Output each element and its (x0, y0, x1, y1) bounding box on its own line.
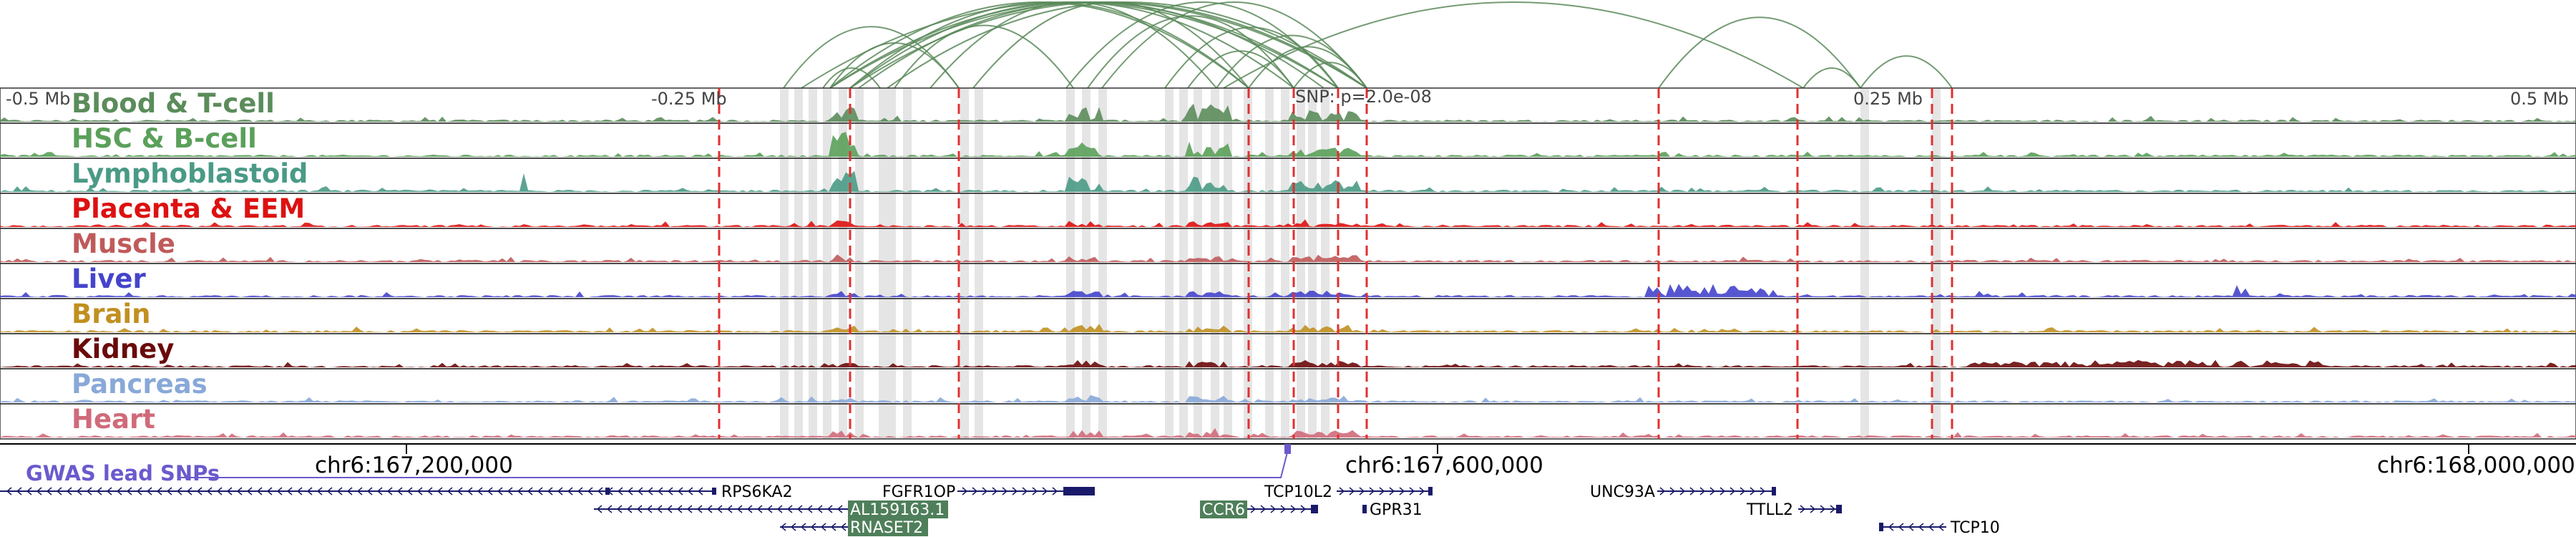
gene-label-al159163: AL159163.1 (850, 501, 945, 519)
snp-pvalue-label: SNP: p=2.0e-08 (1295, 87, 1432, 107)
signal-6 (0, 324, 2576, 332)
track-label: Heart (72, 404, 155, 435)
coord-left: chr6:167,200,000 (315, 453, 513, 478)
track-labels: Blood & T-cell HSC & B-cell Lymphoblastoid… (72, 88, 308, 435)
signal-4 (0, 254, 2576, 262)
interaction-arc (1293, 62, 1367, 89)
track-label: Placenta & EEM (72, 193, 305, 224)
track-frame (0, 403, 2576, 440)
gene-rps6ka2[interactable]: RPS6KA2 (0, 483, 793, 501)
track-label: Lymphoblastoid (72, 158, 308, 189)
track-label: Liver (72, 263, 146, 294)
gwas-snp-marker[interactable] (1284, 444, 1291, 454)
interaction-arc (972, 1, 1249, 89)
scale-bar: -0.5 Mb -0.25 Mb SNP: p=2.0e-08 0.25 Mb … (6, 87, 2569, 109)
interaction-arc (930, 1, 1217, 89)
track-label: Brain (72, 299, 150, 329)
gene-label-rps6ka2: RPS6KA2 (721, 483, 793, 501)
gwas-track: GWAS lead SNPs (26, 444, 1291, 485)
track-frames (0, 87, 2576, 440)
track-label: Blood & T-cell (72, 88, 275, 119)
track-label: Muscle (72, 228, 175, 259)
interaction-arcs (783, 1, 1953, 89)
gene-label-tcp10l2: TCP10L2 (1264, 483, 1332, 501)
scale-minus-quarter: -0.25 Mb (651, 89, 727, 109)
gene-fgfr1op[interactable]: FGFR1OP (882, 483, 1095, 501)
track-label: HSC & B-cell (72, 123, 257, 154)
scale-plus-half: 0.5 Mb (2510, 89, 2569, 109)
interaction-arc (894, 24, 1074, 89)
gwas-label: GWAS lead SNPs (26, 461, 220, 485)
snp-highlight-lines (718, 88, 1953, 439)
interaction-arc (1658, 16, 1861, 89)
signal-3 (0, 219, 2576, 227)
gene-ccr6[interactable]: CCR6 (1200, 500, 1318, 519)
interaction-arc (829, 1, 1249, 89)
track-label: Pancreas (72, 369, 208, 400)
coordinate-axis: chr6:167,200,000 chr6:167,600,000 chr6:1… (0, 443, 2576, 478)
coord-mid: chr6:167,600,000 (1345, 453, 1543, 478)
interaction-arc (1164, 26, 1339, 89)
coord-right: chr6:168,000,000 (2377, 453, 2575, 478)
gene-label-unc93a: UNC93A (1590, 483, 1655, 501)
interaction-arc (1187, 50, 1294, 89)
gene-label-rnaset2: RNASET2 (850, 519, 923, 537)
interaction-arc (1101, 1, 1367, 89)
track-label: Kidney (72, 334, 174, 364)
interaction-arc (1248, 46, 1367, 89)
interaction-arc (783, 26, 960, 89)
interaction-arc (1223, 1, 1804, 89)
scale-minus-half: -0.5 Mb (6, 89, 70, 109)
gene-rnaset2[interactable]: RNASET2 (780, 518, 928, 537)
gene-label-fgfr1op: FGFR1OP (882, 483, 955, 501)
interaction-arc (1087, 15, 1294, 89)
gene-label-tcp10: TCP10 (1950, 519, 2000, 537)
gene-unc93a[interactable]: UNC93A (1590, 483, 1776, 501)
gene-label-ttll2: TTLL2 (1746, 501, 1793, 519)
interaction-arc (1860, 55, 1953, 89)
gene-ttll2[interactable]: TTLL2 (1746, 501, 1842, 519)
signal-8 (0, 395, 2576, 402)
gene-tcp10[interactable]: TCP10 (1879, 519, 2000, 537)
interaction-arc (822, 67, 881, 89)
interaction-arc (1802, 67, 1861, 89)
gene-gpr31[interactable]: GPR31 (1362, 501, 1423, 519)
gene-label-gpr31: GPR31 (1370, 501, 1423, 519)
gene-tcp10l2[interactable]: TCP10L2 (1264, 483, 1433, 501)
scale-plus-quarter: 0.25 Mb (1853, 89, 1923, 109)
gene-annotation-track: RPS6KA2 FGFR1OP AL159163.1 RNASET2 CCR6 (0, 483, 2000, 537)
gene-al159163[interactable]: AL159163.1 (594, 500, 948, 519)
gene-label-ccr6: CCR6 (1202, 501, 1245, 519)
